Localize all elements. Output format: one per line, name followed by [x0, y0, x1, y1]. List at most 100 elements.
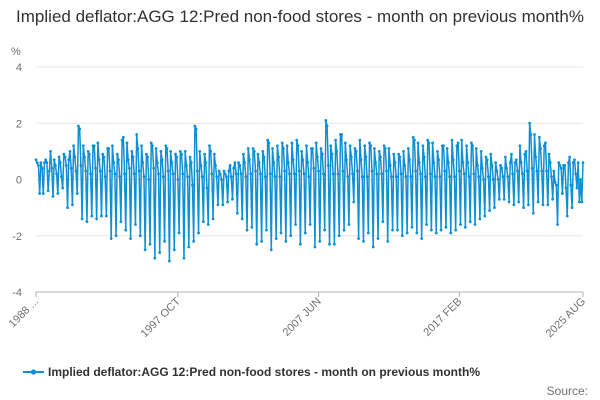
data-point [38, 192, 42, 195]
data-point [443, 169, 447, 173]
data-point [470, 141, 473, 145]
data-point [166, 169, 170, 173]
data-point [377, 149, 381, 153]
data-point [349, 155, 353, 159]
data-point [303, 231, 307, 235]
x-tick-label: 1997 OCT [139, 295, 184, 340]
data-point [234, 172, 238, 176]
data-point [396, 228, 399, 232]
data-point [239, 172, 243, 176]
data-point [353, 147, 357, 150]
data-point [537, 135, 541, 139]
data-point [113, 172, 117, 176]
data-point [260, 239, 263, 243]
data-point [231, 197, 234, 201]
data-point [364, 155, 368, 159]
data-point [242, 152, 245, 156]
data-point [78, 127, 82, 131]
data-point [552, 169, 556, 173]
data-point [39, 161, 43, 165]
data-point [203, 152, 206, 156]
data-point [527, 203, 530, 207]
data-point [44, 158, 48, 162]
data-point [370, 169, 374, 173]
data-point [472, 172, 476, 176]
data-point [342, 228, 346, 232]
data-point [108, 169, 112, 173]
data-point [480, 166, 484, 170]
data-point [178, 149, 182, 153]
data-point [533, 133, 536, 136]
y-tick-label: 4 [16, 62, 22, 74]
data-point [366, 231, 370, 235]
data-point [420, 237, 424, 240]
data-point [112, 161, 116, 165]
data-point [348, 144, 352, 148]
data-point [41, 192, 45, 195]
data-point [258, 172, 262, 176]
data-point [123, 172, 126, 176]
data-point [277, 155, 280, 159]
data-point [394, 175, 398, 179]
data-point [149, 141, 153, 145]
data-point [238, 164, 242, 167]
data-point [357, 237, 361, 240]
data-point [581, 161, 585, 165]
data-point [556, 223, 559, 226]
legend[interactable]: Implied deflator:AGG 12:Pred non-food st… [23, 365, 480, 379]
data-point [117, 158, 120, 162]
data-point [388, 164, 392, 167]
data-point [535, 169, 539, 173]
data-point [317, 169, 320, 173]
data-point [70, 203, 74, 207]
data-point [347, 223, 351, 226]
data-point [34, 158, 38, 162]
data-point [297, 169, 301, 173]
data-point [83, 155, 86, 159]
data-point [362, 239, 365, 243]
data-point [525, 169, 529, 173]
data-point [405, 231, 409, 235]
data-point [115, 152, 119, 156]
data-point [72, 144, 75, 148]
data-point [426, 138, 430, 142]
data-point [360, 175, 364, 179]
data-point [282, 147, 285, 150]
data-point [275, 144, 279, 148]
data-point [210, 172, 214, 176]
data-point [387, 147, 391, 150]
data-point [84, 169, 88, 173]
data-point [466, 161, 470, 165]
data-point [432, 161, 436, 165]
data-point [323, 228, 327, 232]
data-point [402, 149, 405, 153]
data-point [261, 149, 265, 153]
data-point [225, 175, 228, 179]
data-point [131, 155, 135, 159]
data-point [119, 220, 123, 224]
data-point [399, 172, 403, 176]
data-point [437, 158, 441, 162]
data-point [340, 133, 344, 136]
data-point [559, 166, 563, 170]
data-point [400, 234, 404, 238]
data-point [45, 161, 49, 165]
data-point [503, 155, 507, 159]
data-point [576, 161, 580, 165]
data-point [330, 152, 334, 156]
data-point [497, 197, 501, 201]
data-point [416, 141, 420, 145]
data-point [289, 234, 293, 238]
data-point [144, 152, 148, 156]
data-point [534, 155, 538, 159]
data-point [546, 203, 550, 207]
data-point [335, 149, 339, 153]
data-point [163, 239, 166, 243]
data-point [434, 231, 438, 235]
data-point [319, 147, 323, 150]
data-point [296, 144, 300, 148]
data-point [548, 161, 552, 165]
data-point [63, 155, 67, 159]
data-point [456, 141, 460, 145]
data-point [462, 172, 466, 176]
